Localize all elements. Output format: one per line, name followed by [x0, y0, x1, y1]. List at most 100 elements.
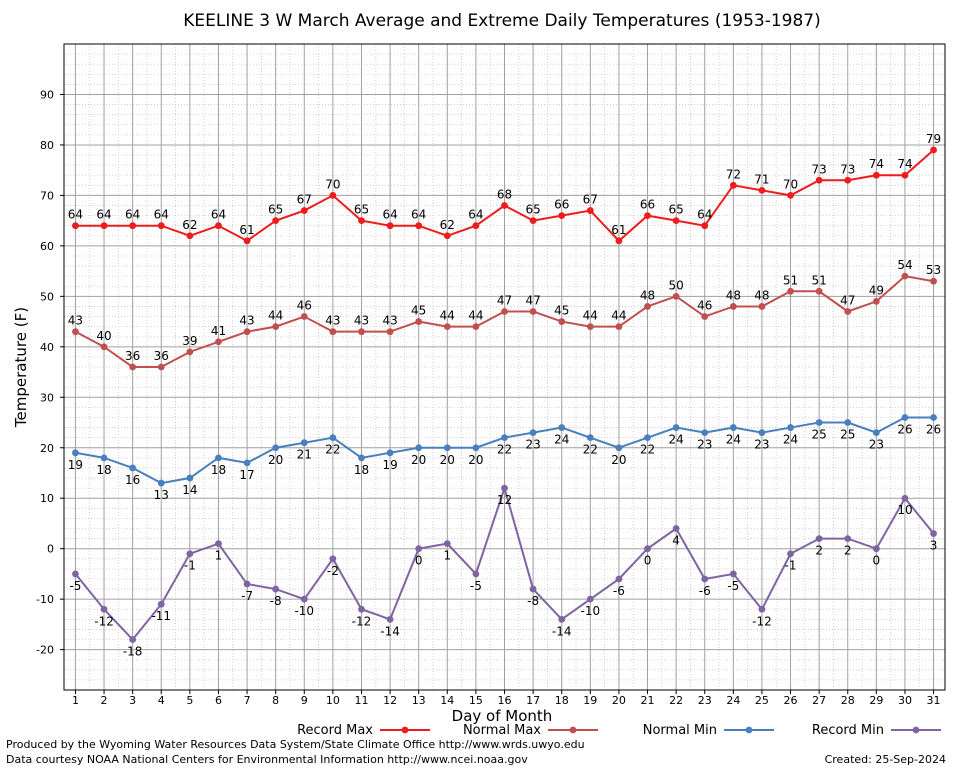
- data-label-record-min: -10: [294, 604, 314, 618]
- data-point-record-max: [186, 232, 194, 240]
- data-point-record-min: [930, 530, 937, 537]
- legend-marker-normal-min: [745, 726, 753, 734]
- x-tick-label: 23: [698, 694, 712, 707]
- data-point-record-min: [472, 570, 480, 578]
- data-label-normal-max: 44: [468, 309, 483, 323]
- data-point-record-max: [358, 217, 365, 225]
- x-tick-label: 12: [383, 694, 397, 707]
- footer-created-date: Created: 25-Sep-2024: [825, 753, 946, 766]
- x-tick-label: 29: [869, 694, 883, 707]
- data-label-normal-max: 41: [211, 324, 226, 338]
- legend-marker-record-max: [401, 726, 409, 734]
- data-point-record-max: [415, 222, 423, 230]
- data-point-normal-min: [329, 434, 337, 442]
- data-point-normal-min: [644, 434, 651, 442]
- x-tick-label: 24: [726, 694, 740, 707]
- data-point-record-max: [787, 192, 794, 199]
- data-label-normal-min: 24: [554, 433, 569, 447]
- data-point-record-min: [901, 494, 909, 502]
- data-point-normal-max: [787, 287, 794, 295]
- legend-marker-normal-max: [569, 726, 577, 734]
- x-tick-label: 8: [272, 694, 279, 707]
- data-label-record-max: 64: [382, 208, 397, 222]
- data-label-normal-max: 47: [497, 293, 512, 307]
- data-label-record-min: -2: [327, 564, 339, 578]
- data-point-record-min: [644, 545, 651, 553]
- data-point-record-min: [243, 580, 251, 588]
- x-tick-label: 11: [354, 694, 368, 707]
- data-point-normal-max: [558, 318, 566, 325]
- data-label-normal-max: 44: [583, 309, 598, 323]
- data-point-record-min: [586, 595, 594, 603]
- y-tick-label: 90: [40, 88, 54, 101]
- data-point-record-min: [615, 575, 623, 583]
- data-label-normal-min: 20: [440, 453, 455, 467]
- x-tick-label: 3: [129, 694, 136, 707]
- data-label-normal-min: 25: [812, 428, 827, 442]
- y-tick-label: -10: [36, 593, 54, 606]
- data-label-record-max: 73: [812, 162, 827, 176]
- data-point-normal-min: [872, 429, 880, 437]
- data-label-normal-max: 45: [554, 304, 569, 318]
- x-tick-label: 2: [101, 694, 108, 707]
- x-tick-label: 13: [412, 694, 426, 707]
- data-label-record-max: 64: [96, 208, 111, 222]
- data-point-normal-min: [186, 474, 194, 482]
- data-point-normal-max: [100, 343, 108, 351]
- data-point-normal-max: [586, 323, 594, 331]
- data-label-normal-max: 36: [125, 349, 140, 363]
- data-point-normal-min: [758, 429, 766, 437]
- data-label-record-min: -1: [785, 559, 797, 573]
- y-tick-label: 0: [47, 543, 54, 556]
- data-point-record-max: [329, 192, 337, 199]
- data-label-normal-min: 23: [754, 438, 769, 452]
- data-label-record-min: 1: [443, 549, 451, 563]
- data-label-normal-min: 24: [783, 433, 798, 447]
- data-label-record-max: 66: [640, 198, 655, 212]
- data-label-normal-max: 51: [783, 273, 798, 287]
- data-point-normal-max: [358, 328, 365, 336]
- data-label-record-max: 64: [468, 208, 483, 222]
- data-label-normal-max: 54: [897, 258, 912, 272]
- data-label-normal-min: 20: [411, 453, 426, 467]
- data-point-normal-max: [701, 313, 709, 320]
- data-point-normal-max: [901, 272, 909, 280]
- data-label-record-max: 62: [440, 218, 455, 232]
- data-point-record-max: [729, 181, 737, 189]
- y-tick-label: 70: [40, 189, 54, 202]
- data-point-normal-min: [586, 434, 594, 442]
- data-label-normal-max: 48: [640, 288, 655, 302]
- data-point-normal-max: [215, 338, 222, 346]
- data-point-record-min: [100, 605, 108, 613]
- data-point-normal-min: [157, 479, 165, 487]
- data-point-normal-min: [501, 434, 508, 442]
- data-label-record-min: -5: [470, 579, 482, 593]
- data-label-normal-max: 43: [382, 314, 397, 328]
- data-point-record-max: [844, 176, 852, 184]
- data-label-normal-min: 19: [382, 458, 397, 472]
- data-label-record-max: 64: [68, 208, 83, 222]
- data-label-normal-max: 48: [754, 288, 769, 302]
- x-tick-label: 16: [498, 694, 512, 707]
- data-label-normal-min: 20: [468, 453, 483, 467]
- data-point-normal-min: [300, 439, 308, 447]
- data-point-record-min: [501, 484, 508, 492]
- x-tick-label: 9: [301, 694, 308, 707]
- data-label-normal-min: 23: [697, 438, 712, 452]
- data-label-record-min: -12: [94, 614, 114, 628]
- data-point-record-min: [815, 535, 823, 542]
- data-point-normal-min: [529, 429, 537, 437]
- data-point-record-max: [157, 222, 165, 230]
- data-label-normal-max: 44: [611, 309, 626, 323]
- data-point-record-max: [443, 232, 451, 240]
- x-tick-label: 19: [583, 694, 597, 707]
- data-point-normal-max: [243, 328, 251, 336]
- series-normal-max: 43 40 36 36 39 41 43 44 46 43 43 43 45 44 44 47 47 45 44 44…: [68, 258, 941, 371]
- data-label-record-min: 0: [644, 554, 652, 568]
- data-point-record-max: [129, 222, 137, 230]
- data-label-normal-min: 18: [211, 463, 226, 477]
- data-point-normal-min: [386, 449, 394, 457]
- data-point-record-min: [787, 550, 794, 558]
- series-normal-min: 19 18 16 13 14 18 17 20 21 22 18 19 20 20 20 22 23 24 22 20…: [68, 414, 941, 502]
